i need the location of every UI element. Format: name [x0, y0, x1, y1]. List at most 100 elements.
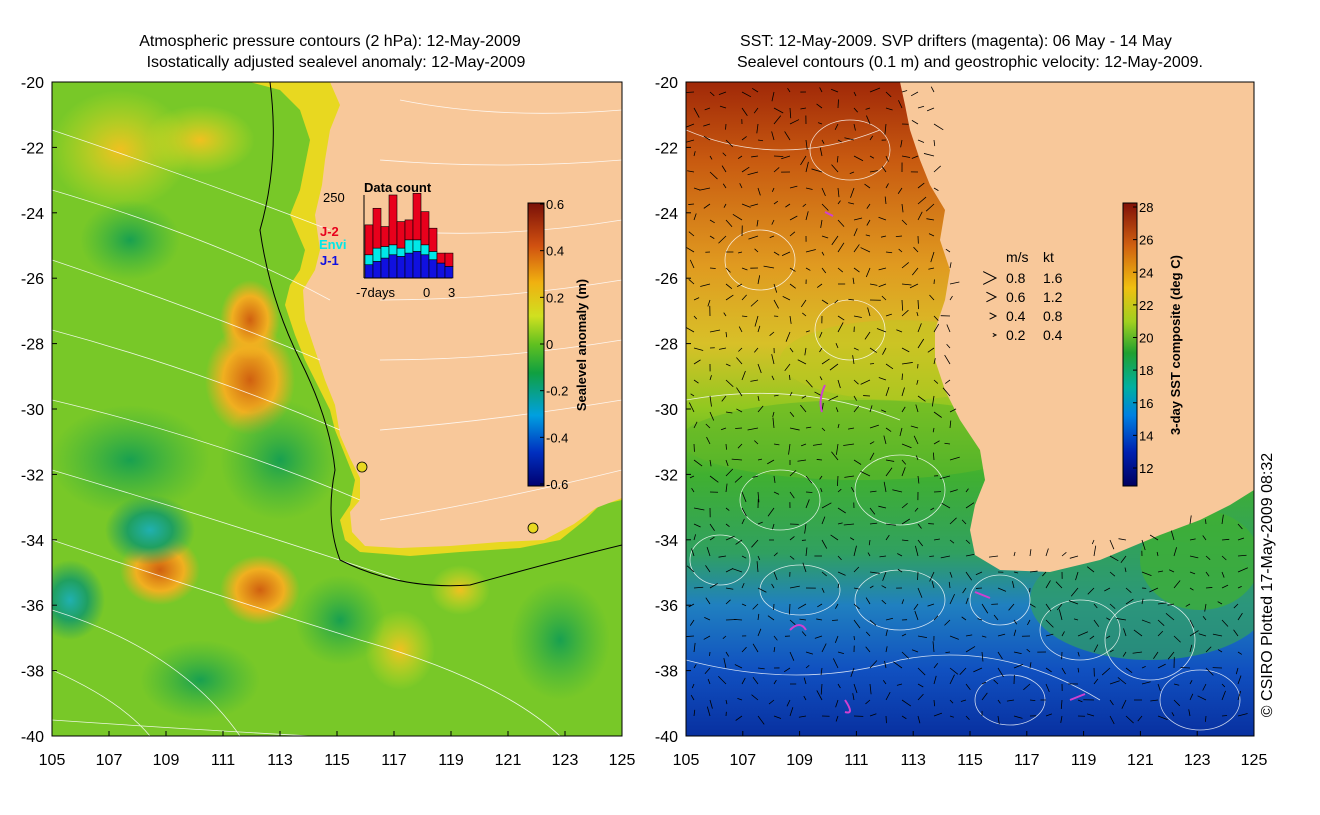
count-bar-segment — [389, 255, 397, 278]
colorbar-tick-label: 0.6 — [546, 197, 564, 212]
sla-blob — [510, 580, 610, 700]
x-tick-label: 121 — [495, 752, 522, 769]
count-bar-segment — [413, 193, 421, 239]
velocity-legend-kt-header: kt — [1043, 249, 1054, 265]
count-bar-segment — [397, 222, 405, 249]
y-tick-label: -36 — [655, 598, 678, 615]
x-tick-label: 105 — [39, 752, 66, 769]
colorbar-tick-label: 16 — [1139, 396, 1153, 411]
velocity-arrow — [688, 204, 694, 205]
y-tick-label: -24 — [655, 206, 678, 223]
data-count-title: Data count — [364, 180, 432, 195]
count-bar-segment — [429, 228, 437, 251]
right-title-line1: SST: 12-May-2009. SVP drifters (magenta)… — [740, 33, 1172, 50]
data-count-xlabel-zero: 0 — [423, 285, 430, 300]
y-tick-label: -38 — [655, 664, 678, 681]
sst-colorbar-label: 3-day SST composite (deg C) — [1168, 255, 1183, 435]
colorbar-tick-label: 0.2 — [546, 290, 564, 305]
velocity-arrow — [918, 300, 919, 309]
colorbar-tick-label: 22 — [1139, 298, 1153, 313]
sla-blob — [430, 565, 490, 615]
legend-envi: Envi — [319, 237, 346, 252]
x-tick-label: 119 — [438, 752, 464, 769]
sla-blob — [295, 575, 385, 665]
count-bar-segment — [405, 220, 413, 240]
velocity-legend-kt: 1.2 — [1043, 289, 1063, 305]
count-bar-segment — [445, 253, 453, 266]
x-tick-label: 105 — [673, 752, 700, 769]
sla-colorbar-label: Sealevel anomaly (m) — [574, 279, 589, 411]
velocity-arrow — [1222, 715, 1227, 716]
data-count-xlabel-start: -7days — [356, 285, 396, 300]
count-bar-segment — [397, 248, 405, 256]
y-tick-label: -26 — [655, 271, 678, 288]
x-tick-label: 115 — [324, 752, 350, 769]
y-tick-label: -22 — [655, 140, 678, 157]
count-bar-segment — [413, 251, 421, 278]
x-tick-label: 113 — [900, 752, 926, 769]
y-tick-label: -26 — [21, 271, 44, 288]
velocity-arrow — [726, 444, 727, 450]
y-tick-label: -32 — [655, 467, 678, 484]
y-tick-label: -40 — [655, 729, 678, 746]
data-count-ymax: 250 — [323, 190, 345, 205]
y-tick-label: -22 — [21, 140, 44, 157]
y-tick-label: -36 — [21, 598, 44, 615]
x-tick-label: 115 — [957, 752, 983, 769]
sla-blob — [145, 105, 255, 175]
y-tick-label: -30 — [21, 402, 44, 419]
count-bar-segment — [365, 265, 373, 278]
y-tick-label: -30 — [655, 402, 678, 419]
sla-blob — [50, 405, 210, 515]
velocity-legend-ms: 0.8 — [1006, 270, 1026, 286]
x-tick-label: 111 — [844, 752, 868, 769]
y-tick-label: -40 — [21, 729, 44, 746]
count-bar-segment — [373, 208, 381, 248]
island-marker — [528, 523, 538, 533]
x-tick-label: 125 — [1241, 752, 1268, 769]
y-tick-label: -28 — [21, 337, 44, 354]
colorbar-tick-label: -0.4 — [546, 430, 568, 445]
y-tick-label: -34 — [655, 533, 678, 550]
velocity-legend-kt: 1.6 — [1043, 270, 1063, 286]
count-bar-segment — [405, 253, 413, 278]
x-tick-label: 111 — [211, 752, 235, 769]
velocity-arrow — [789, 375, 790, 380]
count-bar-segment — [373, 261, 381, 278]
sla-blob — [80, 200, 180, 280]
sla-blob — [220, 280, 280, 360]
count-bar-segment — [381, 227, 389, 247]
velocity-arrow — [902, 374, 903, 380]
right-map: SST: 12-May-2009. SVP drifters (magenta)… — [655, 33, 1270, 769]
colorbar-tick-label: 18 — [1139, 363, 1153, 378]
y-tick-label: -34 — [21, 533, 44, 550]
velocity-legend-ms-header: m/s — [1006, 249, 1029, 265]
island-marker — [357, 462, 367, 472]
velocity-arrow — [870, 363, 874, 364]
y-tick-label: -32 — [21, 467, 44, 484]
colorbar-tick-label: -0.6 — [546, 477, 568, 492]
count-bar-segment — [413, 240, 421, 252]
count-bar-segment — [373, 248, 381, 261]
x-tick-label: 119 — [1071, 752, 1097, 769]
count-bar-segment — [389, 245, 397, 255]
colorbar-tick-label: -0.2 — [546, 384, 568, 399]
y-tick-label: -38 — [21, 664, 44, 681]
count-bar-segment — [397, 256, 405, 278]
colorbar-tick-label: 12 — [1139, 461, 1153, 476]
left-title-line1: Atmospheric pressure contours (2 hPa): 1… — [139, 33, 521, 50]
velocity-legend-ms: 0.4 — [1006, 308, 1026, 324]
count-bar-segment — [421, 255, 429, 278]
x-tick-label: 109 — [786, 752, 813, 769]
colorbar-tick-label: 20 — [1139, 331, 1153, 346]
x-tick-label: 113 — [267, 752, 293, 769]
count-bar-segment — [421, 245, 429, 255]
left-title-line2: Isostatically adjusted sealevel anomaly:… — [147, 54, 526, 71]
data-count-xlabel-end: 3 — [448, 285, 455, 300]
right-title-line2: Sealevel contours (0.1 m) and geostrophi… — [737, 54, 1203, 71]
x-tick-label: 123 — [552, 752, 579, 769]
velocity-legend-ms: 0.6 — [1006, 289, 1026, 305]
colorbar-tick-label: 28 — [1139, 200, 1153, 215]
